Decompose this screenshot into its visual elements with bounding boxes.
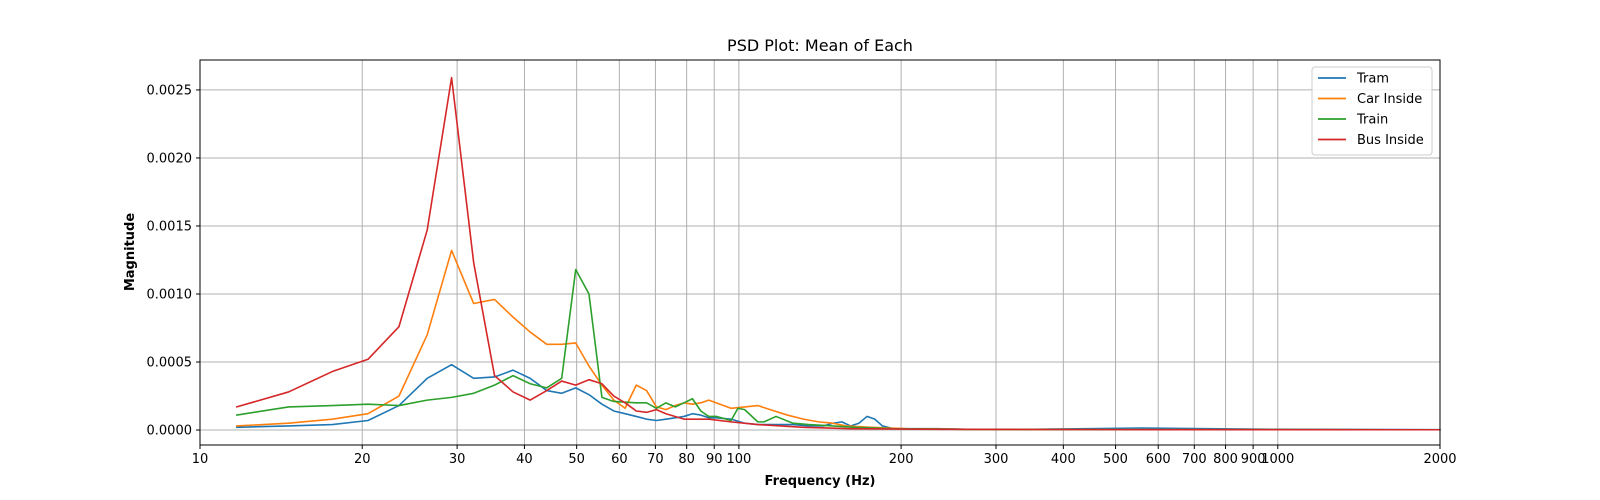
x-tick-label: 100 [726, 452, 751, 467]
y-axis-ticks: 0.0000 0.0005 0.0010 0.0015 0.0020 0.0025 [147, 83, 200, 439]
legend-label-car-inside: Car Inside [1357, 92, 1422, 107]
x-tick-label: 300 [984, 452, 1009, 467]
series-line-train [235, 268, 1441, 431]
legend-label-tram: Tram [1356, 72, 1389, 87]
x-tick-label: 2000 [1423, 452, 1456, 467]
series-lines [235, 76, 1441, 431]
y-tick-label: 0.0020 [147, 151, 193, 166]
y-tick-label: 0.0025 [147, 83, 193, 98]
x-tick-label: 600 [1146, 452, 1171, 467]
y-tick-label: 0.0000 [147, 424, 193, 439]
x-tick-label: 50 [568, 452, 585, 467]
y-tick-label: 0.0005 [147, 356, 193, 371]
legend: Tram Car Inside Train Bus Inside [1311, 66, 1433, 156]
x-tick-label: 400 [1051, 452, 1076, 467]
x-tick-label: 80 [678, 452, 695, 467]
x-tick-label: 20 [354, 452, 371, 467]
plot-frame [199, 59, 1441, 446]
x-tick-label: 40 [516, 452, 533, 467]
x-tick-label: 1000 [1261, 452, 1294, 467]
x-tick-label: 900 [1241, 452, 1266, 467]
x-tick-label: 700 [1182, 452, 1207, 467]
y-tick-label: 0.0010 [147, 287, 193, 302]
x-tick-label: 70 [647, 452, 664, 467]
x-tick-label: 60 [611, 452, 628, 467]
x-tick-label: 200 [889, 452, 914, 467]
legend-box [1311, 66, 1433, 156]
x-tick-label: 800 [1213, 452, 1238, 467]
series-line-bus-inside [235, 76, 1441, 431]
plot-background [200, 60, 1440, 445]
series-line-car-inside [235, 249, 1441, 431]
legend-label-train: Train [1356, 113, 1388, 128]
x-tick-label: 500 [1103, 452, 1128, 467]
y-axis-label: Magnitude [123, 213, 138, 292]
x-tick-label: 30 [449, 452, 466, 467]
y-tick-label: 0.0015 [147, 219, 193, 234]
x-tick-label: 90 [706, 452, 723, 467]
legend-label-bus-inside: Bus Inside [1357, 133, 1424, 148]
series-line-tram [235, 363, 1441, 431]
x-axis-label: Frequency (Hz) [765, 474, 876, 489]
x-axis-ticks: 10 20 30 40 50 60 70 80 90 100 200 300 400 500 600 700 8… [192, 445, 1457, 467]
chart-title: PSD Plot: Mean of Each [727, 36, 913, 55]
x-tick-label: 10 [192, 452, 209, 467]
